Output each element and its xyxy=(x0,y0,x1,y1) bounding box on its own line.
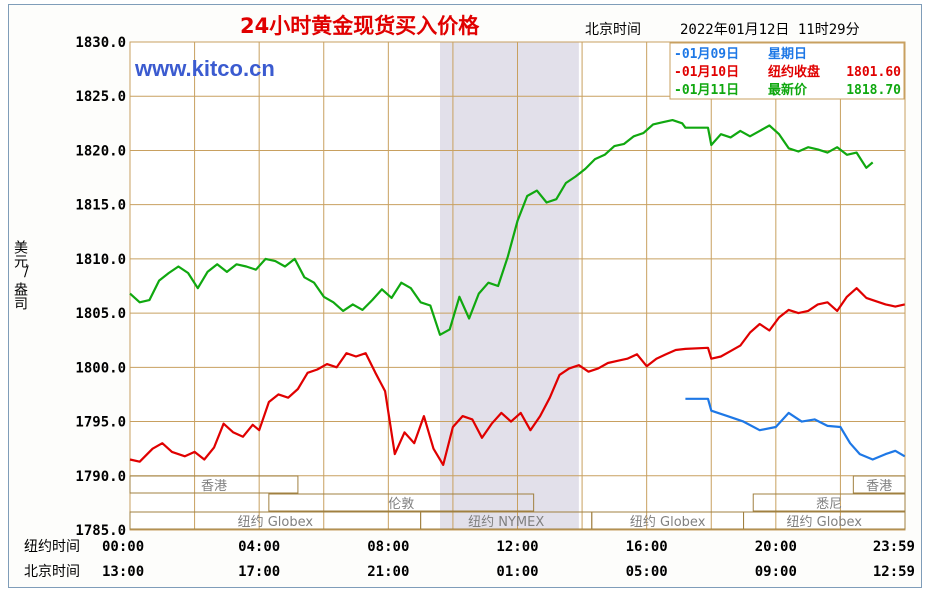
legend-value: 1818.70 xyxy=(846,83,901,98)
series-line-2 xyxy=(129,287,905,466)
session-label: 悉尼 xyxy=(816,497,842,512)
y-tick-label: 1795.0 xyxy=(75,415,126,431)
series-line-3 xyxy=(129,118,874,336)
legend-date: -01月09日 xyxy=(674,47,739,62)
legend-date: -01月11日 xyxy=(674,83,739,98)
session-label: 伦敦 xyxy=(388,496,414,512)
y-axis-label-top: 美元 xyxy=(12,240,28,269)
beijing-time-label: 北京时间 xyxy=(585,22,641,38)
ny-time-row-label: 纽约时间 xyxy=(24,539,80,555)
session-label: 香港 xyxy=(866,479,892,494)
bj-time-row-label: 北京时间 xyxy=(24,564,80,580)
legend-date: -01月10日 xyxy=(674,65,739,80)
y-tick-label: 1820.0 xyxy=(75,143,126,159)
x-tick-label-ny: 00:00 xyxy=(102,539,144,555)
y-axis-label-sep: / xyxy=(24,264,29,280)
series-line-1 xyxy=(685,397,906,461)
x-tick-label-ny: 08:00 xyxy=(367,539,409,555)
session-bar xyxy=(752,493,906,512)
legend-label: 星期日 xyxy=(768,47,807,62)
x-tick-label-bj: 17:00 xyxy=(238,564,280,580)
legend-box xyxy=(669,42,905,100)
session-bar xyxy=(129,475,299,494)
x-tick-label-bj: 05:00 xyxy=(626,564,668,580)
y-tick-label: 1825.0 xyxy=(75,89,126,105)
session-label: 香港 xyxy=(201,479,227,494)
y-tick-label: 1815.0 xyxy=(75,198,126,214)
session-bar xyxy=(743,511,906,530)
x-tick-labels: 00:00 04:00 08:00 12:00 16:00 20:00 23:59 13:00… xyxy=(102,539,915,580)
session-bar xyxy=(268,493,535,512)
kitco-watermark: www.kitco.cn xyxy=(134,56,275,81)
y-axis-label-bottom: 盎司 xyxy=(12,282,28,310)
y-tick-label: 1790.0 xyxy=(75,469,126,485)
x-tick-label-ny: 04:00 xyxy=(238,539,280,555)
x-tick-label-bj: 13:00 xyxy=(102,564,144,580)
x-tick-label-bj: 01:00 xyxy=(496,564,538,580)
y-tick-label: 1805.0 xyxy=(75,306,126,322)
x-tick-label-ny: 12:00 xyxy=(496,539,538,555)
x-tick-label-ny: 23:59 xyxy=(873,539,915,555)
session-label: 纽约 Globex xyxy=(238,515,314,530)
y-tick-label: 1810.0 xyxy=(75,252,126,268)
session-label: 纽约 Globex xyxy=(630,515,706,530)
x-tick-label-ny: 20:00 xyxy=(755,539,797,555)
y-tick-label: 1785.0 xyxy=(75,523,126,539)
y-tick-label: 1800.0 xyxy=(75,360,126,376)
price-series xyxy=(129,118,906,466)
session-bar xyxy=(852,475,906,494)
current-datetime: 2022年01月12日 11时29分 xyxy=(680,22,860,38)
chart-title: 24小时黄金现货买入价格 xyxy=(240,14,480,38)
legend-label: 纽约收盘 xyxy=(768,64,820,80)
y-tick-label: 1830.0 xyxy=(75,35,126,51)
nymex-shaded-period xyxy=(440,42,579,530)
x-tick-label-ny: 16:00 xyxy=(626,539,668,555)
x-tick-label-bj: 21:00 xyxy=(367,564,409,580)
x-tick-label-bj: 09:00 xyxy=(755,564,797,580)
y-tick-labels: 1785.0 1790.0 1795.0 1800.0 1805.0 1810.0 1815… xyxy=(75,35,126,539)
legend: -01月09日 星期日 -01月10日 纽约收盘 1801.60 -01月11日 最新价 18… xyxy=(669,42,905,100)
session-label: 纽约 Globex xyxy=(787,515,863,530)
session-label: 纽约 NYMEX xyxy=(468,515,544,530)
legend-label: 最新价 xyxy=(768,82,808,98)
x-tick-label-bj: 12:59 xyxy=(873,564,915,580)
legend-value: 1801.60 xyxy=(846,65,901,80)
